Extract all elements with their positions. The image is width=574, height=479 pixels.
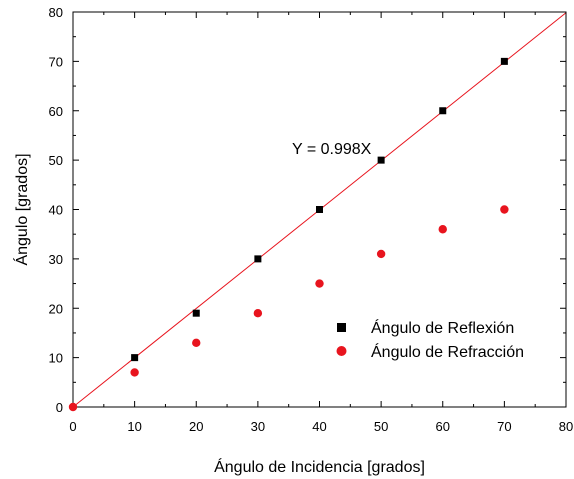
y-tick-label: 60: [49, 104, 63, 119]
reflexion-point: [500, 57, 508, 65]
x-tick-label: 40: [312, 419, 326, 434]
refraccion-point: [500, 205, 509, 214]
x-tick-label: 0: [69, 419, 76, 434]
refraccion-point: [253, 308, 263, 318]
y-tick-label: 80: [49, 5, 63, 20]
refraccion-point: [192, 338, 201, 348]
reflexion-point: [377, 156, 385, 164]
ticks-group: 0 10 20 30 40 50 60 70 80 0 10 20 30 40 50 60 70 80: [49, 5, 574, 434]
x-tick-label: 20: [189, 419, 203, 434]
x-tick-label: 80: [559, 419, 573, 434]
x-tick-label: 60: [436, 419, 450, 434]
points-group: [68, 57, 509, 412]
x-tick-label: 10: [127, 419, 141, 434]
y-tick-label: 20: [49, 301, 63, 316]
reflexion-point: [316, 206, 323, 213]
legend-marker-reflexion: [337, 323, 346, 332]
x-tick-label: 50: [374, 419, 388, 434]
x-axis-title: Ángulo de Incidencia [grados]: [214, 457, 425, 476]
fit-equation-annotation: Y = 0.998X: [292, 141, 372, 158]
y-tick-label: 10: [49, 351, 63, 366]
refraccion-point: [68, 402, 78, 412]
reflexion-point: [192, 309, 200, 317]
refraccion-point: [315, 279, 324, 288]
x-tick-label: 70: [497, 419, 511, 434]
refraccion-point: [438, 225, 447, 234]
legend-marker-refraccion: [336, 346, 347, 356]
refraccion-point: [130, 368, 139, 377]
y-tick-label: 50: [49, 153, 63, 168]
reflexion-point: [131, 354, 139, 362]
reflexion-point: [439, 107, 447, 115]
legend: Ángulo de Reflexión Ángulo de Refracción: [336, 318, 524, 361]
legend-label-refraccion: Ángulo de Refracción: [371, 342, 524, 361]
x-tick-label: 30: [251, 419, 265, 434]
y-tick-label: 70: [49, 54, 63, 69]
refraccion-point: [376, 249, 386, 259]
y-tick-label: 40: [49, 203, 63, 218]
y-tick-label: 30: [49, 252, 63, 267]
reflexion-point: [254, 255, 262, 263]
y-axis-title: Ángulo [grados]: [12, 153, 31, 265]
y-tick-label: 0: [56, 400, 63, 415]
legend-label-reflexion: Ángulo de Reflexión: [371, 318, 514, 337]
